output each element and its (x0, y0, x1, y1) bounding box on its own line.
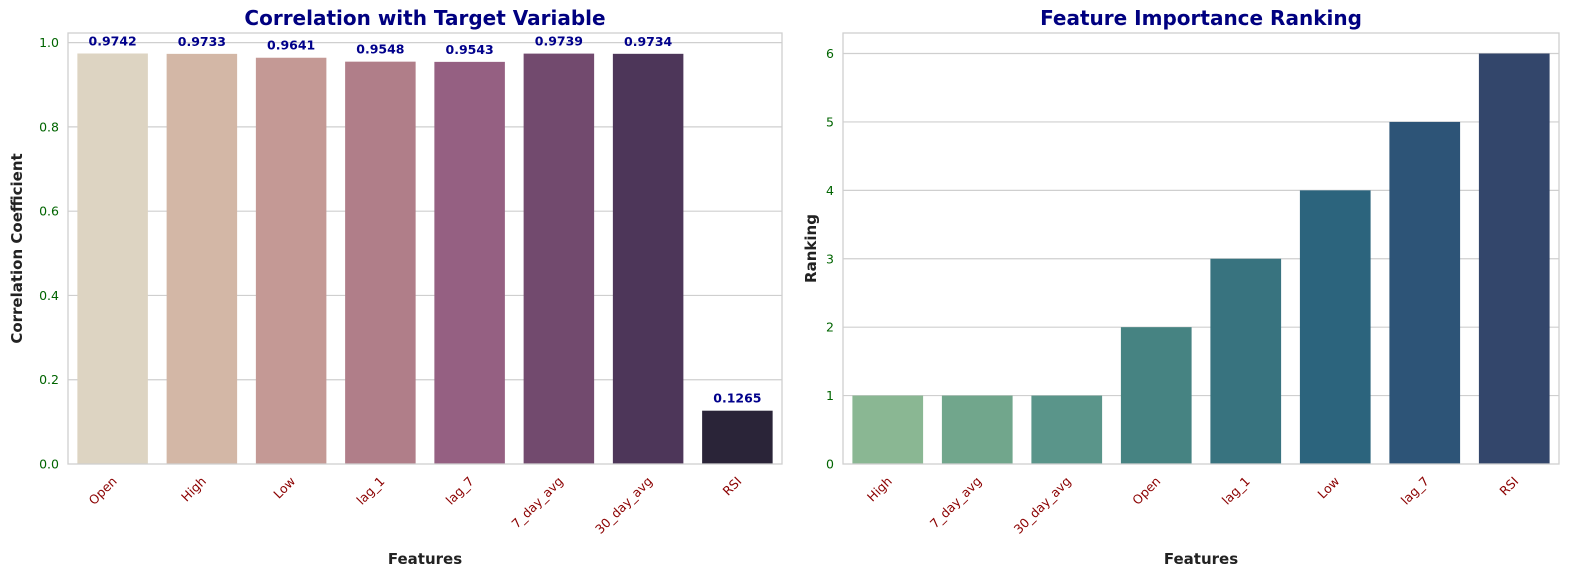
y-tick-label: 2 (826, 320, 834, 335)
y-tick-label: 0 (826, 457, 834, 472)
x-tick-label: Low (270, 474, 298, 502)
chart-1: 0.0 0.2 0.4 0.6 0.8 1.0 0.9742 Open 0.9733 High 0.… (8, 6, 783, 568)
bar-lag_7 (1389, 121, 1461, 464)
x-tick-label: 7_day_avg (508, 474, 566, 532)
x-tick-label: 7_day_avg (927, 474, 985, 532)
y-tick-label: 1.0 (39, 35, 59, 50)
y-tick-label: 3 (826, 251, 834, 266)
bar-7_day_avg (941, 395, 1013, 464)
chart-title: Correlation with Target Variable (244, 6, 605, 30)
x-axis-label: Features (388, 550, 462, 568)
x-tick-label: 30_day_avg (592, 474, 655, 537)
y-tick-label: 4 (826, 183, 834, 198)
x-tick-label: High (178, 474, 209, 505)
x-tick-label: Low (1314, 474, 1342, 502)
y-tick-label: 0.4 (39, 288, 59, 303)
data-label: 0.9543 (446, 42, 494, 57)
y-tick-label: 1 (826, 388, 834, 403)
x-tick-label: RSI (1496, 474, 1521, 499)
y-tick-label: 5 (826, 114, 834, 129)
x-tick-label: lag_1 (1219, 474, 1253, 508)
bar-High (852, 395, 924, 464)
data-label: 0.9548 (356, 42, 404, 57)
bar-lag_1 (1210, 258, 1282, 464)
data-label: 0.9733 (178, 34, 226, 49)
bar-Open (1120, 327, 1192, 464)
bar-Low (255, 57, 327, 465)
chart-2: 0 1 2 3 4 5 6 High 7_day_avg 30_day_avg Open lag_1 L… (802, 6, 1560, 568)
bar-High (166, 53, 238, 464)
x-tick-label: 30_day_avg (1011, 474, 1074, 537)
y-tick-label: 6 (826, 46, 834, 61)
x-tick-label: Open (1129, 474, 1163, 508)
x-tick-label: RSI (720, 474, 745, 499)
bar-7_day_avg (523, 53, 595, 465)
y-axis-label: Ranking (802, 214, 820, 283)
y-tick-label: 0.8 (39, 119, 59, 134)
bar-RSI (1478, 53, 1550, 465)
y-axis-label: Correlation Coefficient (8, 153, 26, 343)
bar-lag_7 (434, 61, 505, 465)
x-axis-label: Features (1164, 550, 1238, 568)
bar-Open (77, 53, 148, 464)
y-tick-label: 0.6 (39, 204, 59, 219)
plot-frame (842, 32, 1560, 465)
y-tick-label: 0.2 (39, 372, 59, 387)
data-label: 0.1265 (713, 391, 761, 406)
x-tick-label: High (864, 474, 895, 505)
data-label: 0.9734 (624, 34, 673, 49)
plot-frame (67, 32, 783, 465)
data-label: 0.9739 (535, 34, 583, 49)
bar-Low (1299, 190, 1371, 464)
data-label: 0.9742 (89, 33, 137, 48)
x-tick-label: lag_1 (353, 474, 387, 508)
bar-RSI (702, 410, 773, 464)
x-tick-label: lag_7 (443, 474, 477, 508)
bar-lag_1 (345, 61, 416, 465)
bar-30_day_avg (1031, 395, 1103, 464)
chart-title: Feature Importance Ranking (1040, 6, 1362, 30)
bar-30_day_avg (612, 53, 684, 465)
data-label: 0.9641 (267, 38, 315, 53)
x-tick-label: lag_7 (1398, 474, 1432, 508)
x-tick-label: Open (86, 474, 120, 508)
y-tick-label: 0.0 (39, 457, 59, 472)
